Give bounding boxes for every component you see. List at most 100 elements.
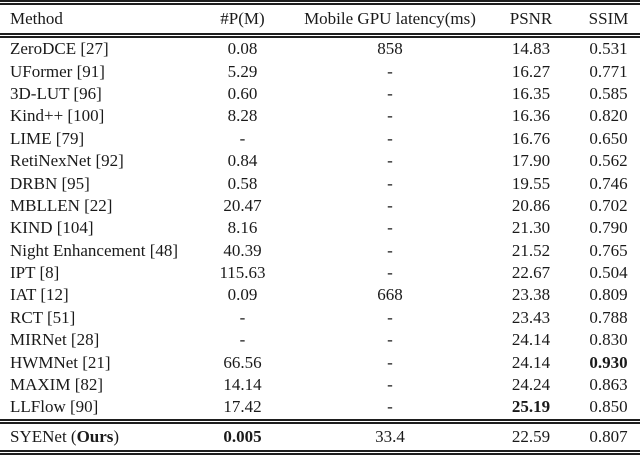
table-row: IPT [8] 115.63 - 22.67 0.504: [0, 262, 640, 284]
column-header-ssim: SSIM: [577, 0, 640, 38]
method-name-bold-segment: Ours: [76, 426, 114, 446]
table-row: ZeroDCE [27] 0.08 858 14.83 0.531: [0, 38, 640, 60]
ssim-cell: 0.746: [589, 173, 628, 193]
params-cell: 20.47: [223, 195, 262, 215]
psnr-cell: 16.76: [511, 128, 551, 148]
psnr-cell: 21.52: [511, 240, 551, 260]
psnr-cell: 23.43: [511, 307, 551, 327]
method-cell: Night Enhancement [48]: [10, 240, 179, 260]
ssim-cell: 0.807: [577, 418, 640, 455]
latency-cell: -: [387, 330, 393, 350]
psnr-cell: 16.35: [511, 83, 551, 103]
table-header: Method #P(M) Mobile GPU latency(ms) PSNR…: [0, 0, 640, 38]
column-header-latency: Mobile GPU latency(ms): [295, 0, 485, 38]
params-cell: 8.28: [227, 106, 258, 126]
table-row: MIRNet [28] - - 24.14 0.830: [0, 329, 640, 351]
table-row: HWMNet [21] 66.56 - 24.14 0.930: [0, 351, 640, 373]
table-row: LIME [79] - - 16.76 0.650: [0, 128, 640, 150]
method-cell: IPT [8]: [10, 263, 60, 283]
table-body: ZeroDCE [27] 0.08 858 14.83 0.531 UFormer [91…: [0, 38, 640, 419]
latency-cell: -: [387, 375, 393, 395]
psnr-cell: 22.67: [511, 263, 551, 283]
ssim-cell: 0.790: [589, 218, 628, 238]
latency-cell: -: [387, 173, 393, 193]
ssim-cell: 0.585: [589, 83, 628, 103]
ssim-cell: 0.788: [589, 307, 628, 327]
params-cell: 5.29: [227, 61, 258, 81]
column-header-method: Method: [0, 0, 190, 38]
latency-cell: -: [387, 397, 393, 417]
psnr-cell: 21.30: [511, 218, 551, 238]
method-cell: MAXIM [82]: [10, 375, 104, 395]
psnr-cell: 24.14: [511, 330, 551, 350]
ssim-cell: 0.650: [589, 128, 628, 148]
params-cell: 0.58: [227, 173, 258, 193]
table-row: IAT [12] 0.09 668 23.38 0.809: [0, 284, 640, 306]
method-cell: KIND [104]: [10, 218, 94, 238]
method-cell: DRBN [95]: [10, 173, 90, 193]
ssim-cell: 0.504: [589, 263, 628, 283]
table-row: DRBN [95] 0.58 - 19.55 0.746: [0, 172, 640, 194]
latency-cell: 668: [377, 285, 403, 305]
latency-cell: -: [387, 128, 393, 148]
params-cell: 66.56: [223, 352, 262, 372]
params-cell: 14.14: [223, 375, 262, 395]
ssim-cell: 0.820: [589, 106, 628, 126]
psnr-cell: 16.27: [511, 61, 551, 81]
params-cell: 0.60: [227, 83, 258, 103]
method-cell: 3D-LUT [96]: [10, 83, 102, 103]
latency-cell: -: [387, 218, 393, 238]
psnr-cell: 16.36: [511, 106, 551, 126]
method-name-segment: SYENet (: [10, 426, 77, 446]
params-cell: 0.09: [227, 285, 258, 305]
psnr-cell: 24.24: [511, 375, 551, 395]
params-cell: 0.08: [227, 39, 258, 59]
latency-cell: 858: [377, 39, 403, 59]
column-header-psnr: PSNR: [485, 0, 577, 38]
method-cell: ZeroDCE [27]: [10, 39, 109, 59]
table-row: RCT [51] - - 23.43 0.788: [0, 307, 640, 329]
method-name-segment: ): [113, 426, 120, 446]
table-row: Night Enhancement [48] 40.39 - 21.52 0.765: [0, 240, 640, 262]
latency-cell: -: [387, 352, 393, 372]
method-cell: MBLLEN [22]: [10, 195, 113, 215]
method-cell: UFormer [91]: [10, 61, 105, 81]
latency-cell: -: [387, 240, 393, 260]
column-header-params: #P(M): [190, 0, 295, 38]
ssim-cell: 0.830: [589, 330, 628, 350]
params-cell: 17.42: [223, 397, 262, 417]
ssim-cell: 0.771: [589, 61, 628, 81]
psnr-cell: 14.83: [511, 39, 551, 59]
params-cell: 115.63: [219, 263, 266, 283]
ssim-cell: 0.702: [589, 195, 628, 215]
method-cell: LLFlow [90]: [10, 397, 99, 417]
latency-cell: -: [387, 195, 393, 215]
method-cell: LIME [79]: [10, 128, 85, 148]
latency-cell: -: [387, 307, 393, 327]
table-row: MAXIM [82] 14.14 - 24.24 0.863: [0, 374, 640, 396]
method-cell: RetiNexNet [92]: [10, 151, 124, 171]
psnr-cell: 25.19: [511, 397, 551, 417]
method-cell: Kind++ [100]: [10, 106, 105, 126]
table-row: 3D-LUT [96] 0.60 - 16.35 0.585: [0, 83, 640, 105]
table-row: LLFlow [90] 17.42 - 25.19 0.850: [0, 396, 640, 418]
params-cell: -: [239, 307, 246, 327]
ssim-cell: 0.850: [589, 397, 628, 417]
psnr-cell: 24.14: [511, 352, 551, 372]
params-cell: -: [239, 128, 246, 148]
ssim-cell: 0.765: [589, 240, 628, 260]
table-row: Kind++ [100] 8.28 - 16.36 0.820: [0, 105, 640, 127]
ssim-cell: 0.863: [589, 375, 628, 395]
params-cell: 0.84: [227, 151, 258, 171]
psnr-cell: 19.55: [511, 173, 551, 193]
table-row: RetiNexNet [92] 0.84 - 17.90 0.562: [0, 150, 640, 172]
header-row: Method #P(M) Mobile GPU latency(ms) PSNR…: [0, 0, 640, 38]
latency-cell: 33.4: [295, 418, 485, 455]
params-cell: 0.005: [190, 418, 295, 455]
params-cell: 8.16: [227, 218, 258, 238]
latency-cell: -: [387, 151, 393, 171]
params-cell: 40.39: [223, 240, 262, 260]
table-footer: SYENet (Ours) 0.005 33.4 22.59 0.807: [0, 418, 640, 455]
method-cell: RCT [51]: [10, 307, 76, 327]
